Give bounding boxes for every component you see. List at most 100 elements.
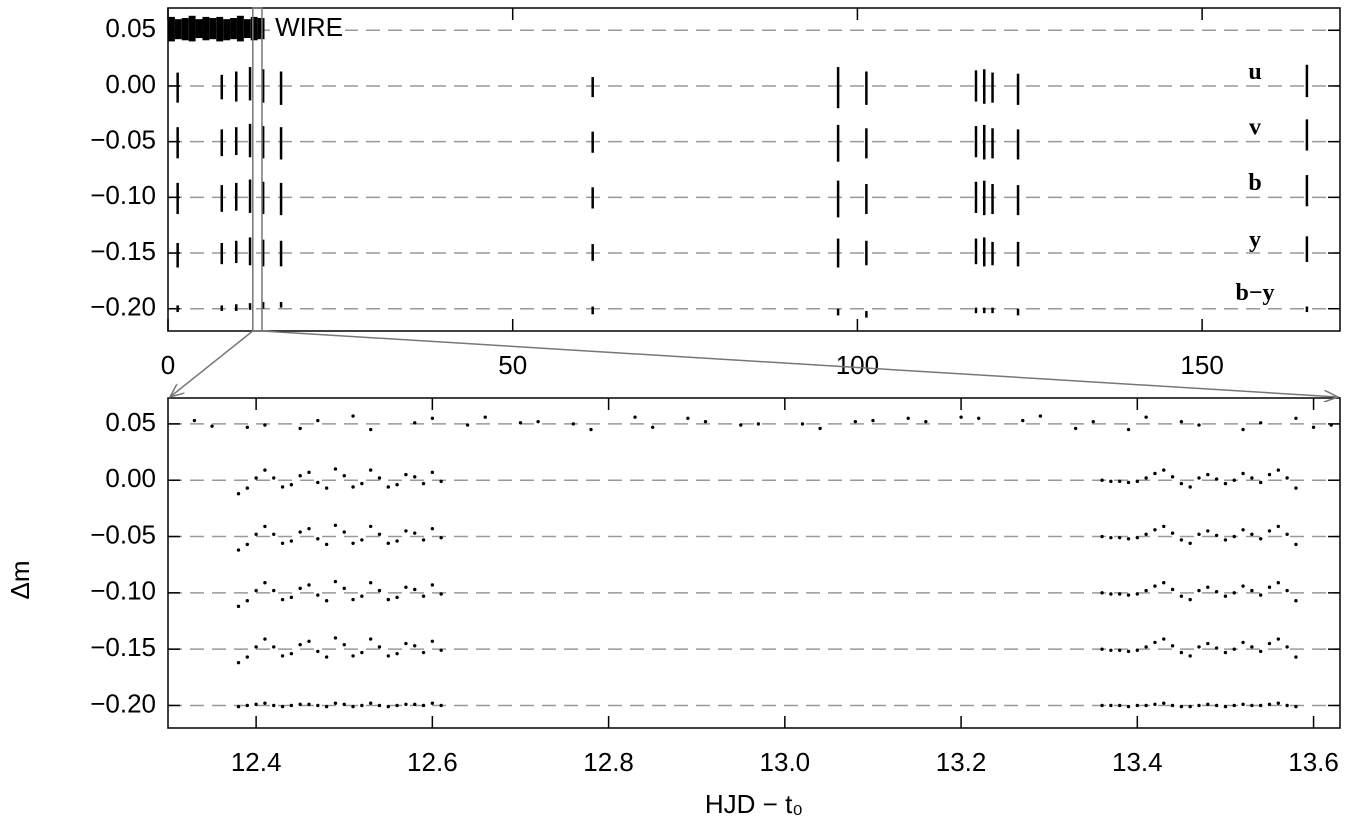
point [1250,645,1254,649]
point [386,597,391,602]
point [1197,703,1201,708]
x-tick-label: 100 [836,350,879,380]
point [1091,419,1095,424]
point [1276,701,1281,705]
point [686,416,690,420]
point [1223,704,1228,709]
point [1276,581,1281,585]
x-tick-label: 13.0 [760,747,811,777]
point [1117,592,1122,596]
point [924,419,928,424]
point [386,541,391,545]
point [1258,649,1263,654]
point [1153,528,1157,532]
point [1258,537,1263,541]
point [853,419,858,424]
point [959,415,963,419]
point [1126,427,1131,432]
point [280,654,285,658]
y-axis-label: Δm [5,560,35,599]
point [316,480,320,485]
point [439,648,443,652]
point [421,703,426,708]
point [1179,419,1184,424]
point [1188,704,1192,709]
y-tick-label: −0.15 [90,236,156,266]
point [360,703,364,708]
x-tick-label: 12.6 [407,747,458,777]
point [739,423,743,427]
point [1144,703,1148,708]
point [333,467,338,471]
point [1294,704,1298,709]
point [263,637,267,641]
x-tick-label: 50 [498,350,527,380]
point [1311,425,1316,429]
point [368,468,373,472]
point [360,538,364,542]
point [254,532,258,536]
point [351,541,355,545]
point [1100,591,1104,595]
point [377,588,382,593]
point [360,594,364,598]
point [1197,645,1201,649]
point [1250,532,1254,536]
point [413,644,417,648]
point [1179,538,1184,542]
point [368,427,373,432]
point [1285,645,1289,649]
x-tick-label: 13.2 [936,747,987,777]
point [1038,414,1043,418]
y-tick-label: −0.10 [90,576,156,606]
point [1170,644,1175,648]
point [307,639,311,643]
point [1153,640,1157,645]
point [1162,524,1166,529]
point [263,581,267,585]
point [404,472,408,477]
point [210,424,214,428]
point [1126,593,1131,597]
point [342,642,346,647]
point [1109,479,1113,484]
point [871,418,875,423]
point [439,535,443,540]
point [324,655,329,659]
point [1197,423,1201,427]
point [333,579,338,584]
point [1223,594,1228,598]
point [1250,476,1254,480]
series-label: v [1249,114,1261,140]
point [756,422,761,426]
point [1232,591,1236,595]
point [316,418,320,423]
point [1135,703,1140,708]
x-axis-label: HJD − t₀ [705,789,803,819]
point [1144,588,1148,593]
point [703,419,708,424]
point [1267,529,1272,533]
point [1126,649,1131,654]
point [1170,587,1175,592]
point [386,704,391,709]
point [1135,592,1140,596]
y-tick-label: 0.00 [105,69,156,99]
point [1206,529,1210,533]
point [245,425,250,429]
point [1232,534,1236,539]
point [377,476,382,480]
point [1135,535,1140,540]
point [236,704,241,709]
point [377,532,382,536]
y-tick-label: −0.05 [90,519,156,549]
point [298,530,302,534]
point [263,701,267,705]
point [589,427,593,432]
zoom-box [252,7,263,332]
point [1214,703,1219,708]
y-tick-label: −0.15 [90,632,156,662]
point [1117,479,1122,484]
point [1144,415,1148,419]
point [395,539,399,543]
